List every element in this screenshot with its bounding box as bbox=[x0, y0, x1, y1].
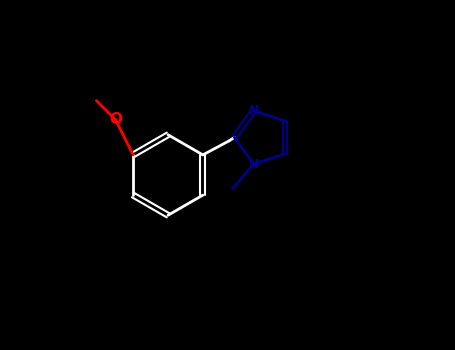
Text: N: N bbox=[248, 158, 259, 170]
Text: N: N bbox=[248, 104, 259, 117]
Text: O: O bbox=[109, 112, 122, 127]
